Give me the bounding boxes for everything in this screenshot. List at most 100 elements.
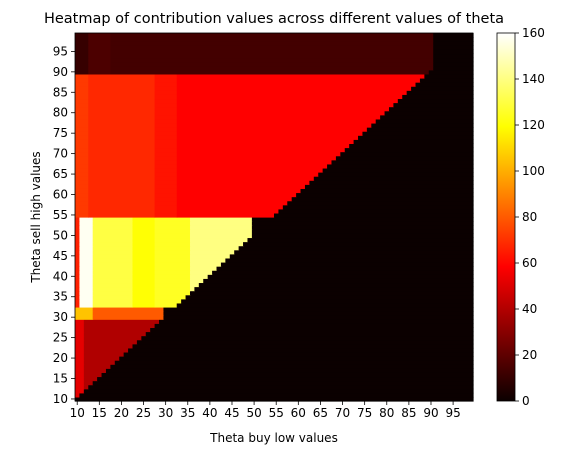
y-axis-label: Theta sell high values <box>29 151 43 283</box>
heatmap-cell <box>234 249 474 255</box>
heatmap-cell <box>176 188 302 194</box>
x-axis-ticks: 10 15 20 25 30 35 40 45 50 55 60 65 70 75 80 85 90 95 <box>70 401 461 420</box>
heatmap-cell <box>75 41 89 46</box>
heatmap-cell <box>92 245 134 251</box>
heatmap-cell <box>75 45 89 50</box>
heatmap-cell <box>101 372 474 378</box>
heatmap-cell <box>88 127 156 132</box>
heatmap-cell <box>110 41 434 46</box>
heatmap-cell <box>154 270 191 275</box>
heatmap-cell <box>92 229 134 234</box>
heatmap-cell <box>92 306 165 312</box>
heatmap-cell <box>88 61 111 67</box>
heatmap-cell <box>154 266 191 271</box>
heatmap-cell <box>176 204 284 210</box>
heatmap-cell <box>154 208 178 214</box>
heatmap-cell <box>92 294 134 300</box>
heatmap-cell <box>79 233 94 239</box>
heatmap-cell <box>75 110 89 116</box>
heatmap-cell <box>388 106 474 112</box>
y-tick-label: 70 <box>53 147 68 161</box>
heatmap-cell <box>154 229 191 234</box>
heatmap-cell <box>88 192 156 198</box>
heatmap-cell <box>362 131 474 136</box>
heatmap-cell <box>110 49 434 55</box>
heatmap-cell <box>189 253 231 259</box>
heatmap-cell <box>154 98 178 104</box>
heatmap-cell <box>154 249 191 255</box>
heatmap-cell <box>176 98 399 104</box>
heatmap-cell <box>92 274 134 279</box>
heatmap-cell <box>132 274 156 279</box>
y-tick-label: 45 <box>53 249 68 263</box>
heatmap-cell <box>132 302 156 308</box>
x-tick-label: 45 <box>224 406 239 420</box>
heatmap-cell <box>145 331 474 337</box>
colorbar-tick-label: 140 <box>522 72 545 86</box>
heatmap-cell <box>75 200 89 206</box>
heatmap-cell <box>176 82 417 87</box>
heatmap-cell <box>181 298 474 304</box>
heatmap-cell <box>92 249 134 255</box>
heatmap-cell <box>75 351 85 357</box>
heatmap-cell <box>75 151 89 157</box>
heatmap-cell <box>88 155 156 161</box>
heatmap-cell <box>132 290 156 296</box>
heatmap-cell <box>110 364 474 369</box>
heatmap-cell <box>176 114 381 120</box>
heatmap-cell <box>154 77 178 83</box>
heatmap-cell <box>92 241 134 247</box>
x-tick-label: 75 <box>357 406 372 420</box>
heatmap-cell <box>92 311 165 316</box>
heatmap-cell <box>154 159 178 165</box>
heatmap-cell <box>92 315 165 320</box>
heatmap-cell <box>433 45 474 50</box>
heatmap-cell <box>75 65 89 71</box>
heatmap-cell <box>433 61 474 67</box>
heatmap-cell <box>189 257 226 263</box>
heatmap-cell <box>154 131 178 136</box>
heatmap-cell <box>393 102 474 108</box>
heatmap-cell <box>132 270 156 275</box>
heatmap-cell <box>110 53 434 59</box>
heatmap-cell <box>88 49 111 55</box>
colorbar-tick-label: 40 <box>522 302 537 316</box>
heatmap-cell <box>309 180 474 185</box>
heatmap-cell <box>154 221 191 226</box>
heatmap-cell <box>154 225 191 230</box>
heatmap-cell <box>176 151 341 157</box>
heatmap-cell <box>335 155 474 161</box>
heatmap-cell <box>176 90 408 95</box>
heatmap-cell <box>79 302 94 308</box>
heatmap-cell <box>75 270 81 275</box>
heatmap-cell <box>88 41 111 46</box>
x-tick-label: 60 <box>291 406 306 420</box>
heatmap-cell <box>75 82 89 87</box>
x-tick-label: 50 <box>246 406 261 420</box>
heatmap-cell <box>154 114 178 120</box>
heatmap-cell <box>75 282 81 288</box>
heatmap-cell <box>83 376 98 382</box>
heatmap-cell <box>287 200 474 206</box>
heatmap-cell <box>154 155 178 161</box>
heatmap-cell <box>114 360 474 365</box>
heatmap-cell <box>154 282 191 288</box>
heatmap-cell <box>75 90 89 95</box>
y-tick-label: 95 <box>53 44 68 58</box>
heatmap-cell <box>75 229 81 234</box>
heatmap-cell <box>154 237 191 243</box>
x-axis-label: Theta buy low values <box>209 431 338 445</box>
heatmap-cell <box>176 143 350 149</box>
heatmap-cell <box>136 339 474 345</box>
heatmap-cell <box>75 376 85 382</box>
heatmap-cell <box>189 237 249 243</box>
heatmap-cell <box>75 360 85 365</box>
heatmap-cell <box>79 253 94 259</box>
heatmap-cell <box>75 53 89 59</box>
heatmap-cell <box>75 192 89 198</box>
heatmap-cell <box>154 151 178 157</box>
heatmap-cell <box>141 335 474 341</box>
y-tick-label: 40 <box>53 269 68 283</box>
heatmap-cell <box>88 106 156 112</box>
